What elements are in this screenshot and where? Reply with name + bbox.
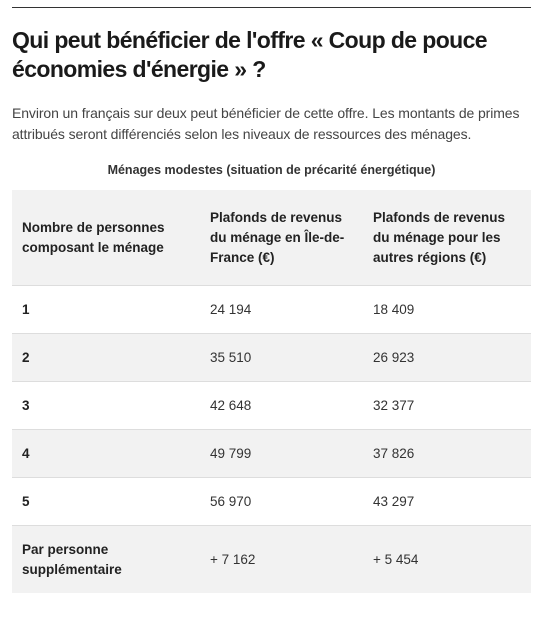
income-cell: 42 648 bbox=[200, 381, 363, 430]
income-cell: 56 970 bbox=[200, 477, 363, 526]
top-rule bbox=[12, 7, 531, 8]
row-label: 4 bbox=[12, 429, 200, 478]
table-body: 1 24 194 18 409 2 35 510 26 923 3 42 648 32 377 4… bbox=[12, 285, 531, 593]
column-header: Plafonds de revenus du ménage en Île-de-… bbox=[200, 190, 363, 286]
row-label: Par personne supplémentaire bbox=[12, 525, 200, 593]
row-label: 3 bbox=[12, 381, 200, 430]
column-header: Plafonds de revenus du ménage pour les a… bbox=[363, 190, 531, 286]
income-cell: 43 297 bbox=[363, 477, 531, 526]
table-caption: Ménages modestes (situation de précarité… bbox=[107, 163, 436, 177]
income-cell: 32 377 bbox=[363, 381, 531, 430]
income-table: Nombre de personnes composant le ménage … bbox=[12, 190, 531, 593]
table-row: 3 42 648 32 377 bbox=[12, 381, 531, 430]
table-row: 2 35 510 26 923 bbox=[12, 333, 531, 382]
income-cell: + 5 454 bbox=[363, 525, 531, 593]
income-cell: 49 799 bbox=[200, 429, 363, 478]
header-row: Nombre de personnes composant le ménage … bbox=[12, 190, 531, 286]
income-cell: + 7 162 bbox=[200, 525, 363, 593]
income-cell: 26 923 bbox=[363, 333, 531, 382]
table-row: Par personne supplémentaire + 7 162 + 5 45… bbox=[12, 525, 531, 593]
column-header: Nombre de personnes composant le ménage bbox=[12, 190, 200, 286]
table-row: 5 56 970 43 297 bbox=[12, 477, 531, 526]
income-cell: 24 194 bbox=[200, 285, 363, 334]
income-cell: 35 510 bbox=[200, 333, 363, 382]
intro: Environ un français sur deux peut bénéfi… bbox=[12, 105, 520, 142]
row-label: 2 bbox=[12, 333, 200, 382]
title: Qui peut bénéficier de l'offre « Coup de… bbox=[12, 27, 488, 82]
income-cell: 18 409 bbox=[363, 285, 531, 334]
table-head: Nombre de personnes composant le ménage … bbox=[12, 190, 531, 286]
table-row: 4 49 799 37 826 bbox=[12, 429, 531, 478]
income-cell: 37 826 bbox=[363, 429, 531, 478]
row-label: 5 bbox=[12, 477, 200, 526]
row-label: 1 bbox=[12, 285, 200, 334]
table-row: 1 24 194 18 409 bbox=[12, 285, 531, 334]
